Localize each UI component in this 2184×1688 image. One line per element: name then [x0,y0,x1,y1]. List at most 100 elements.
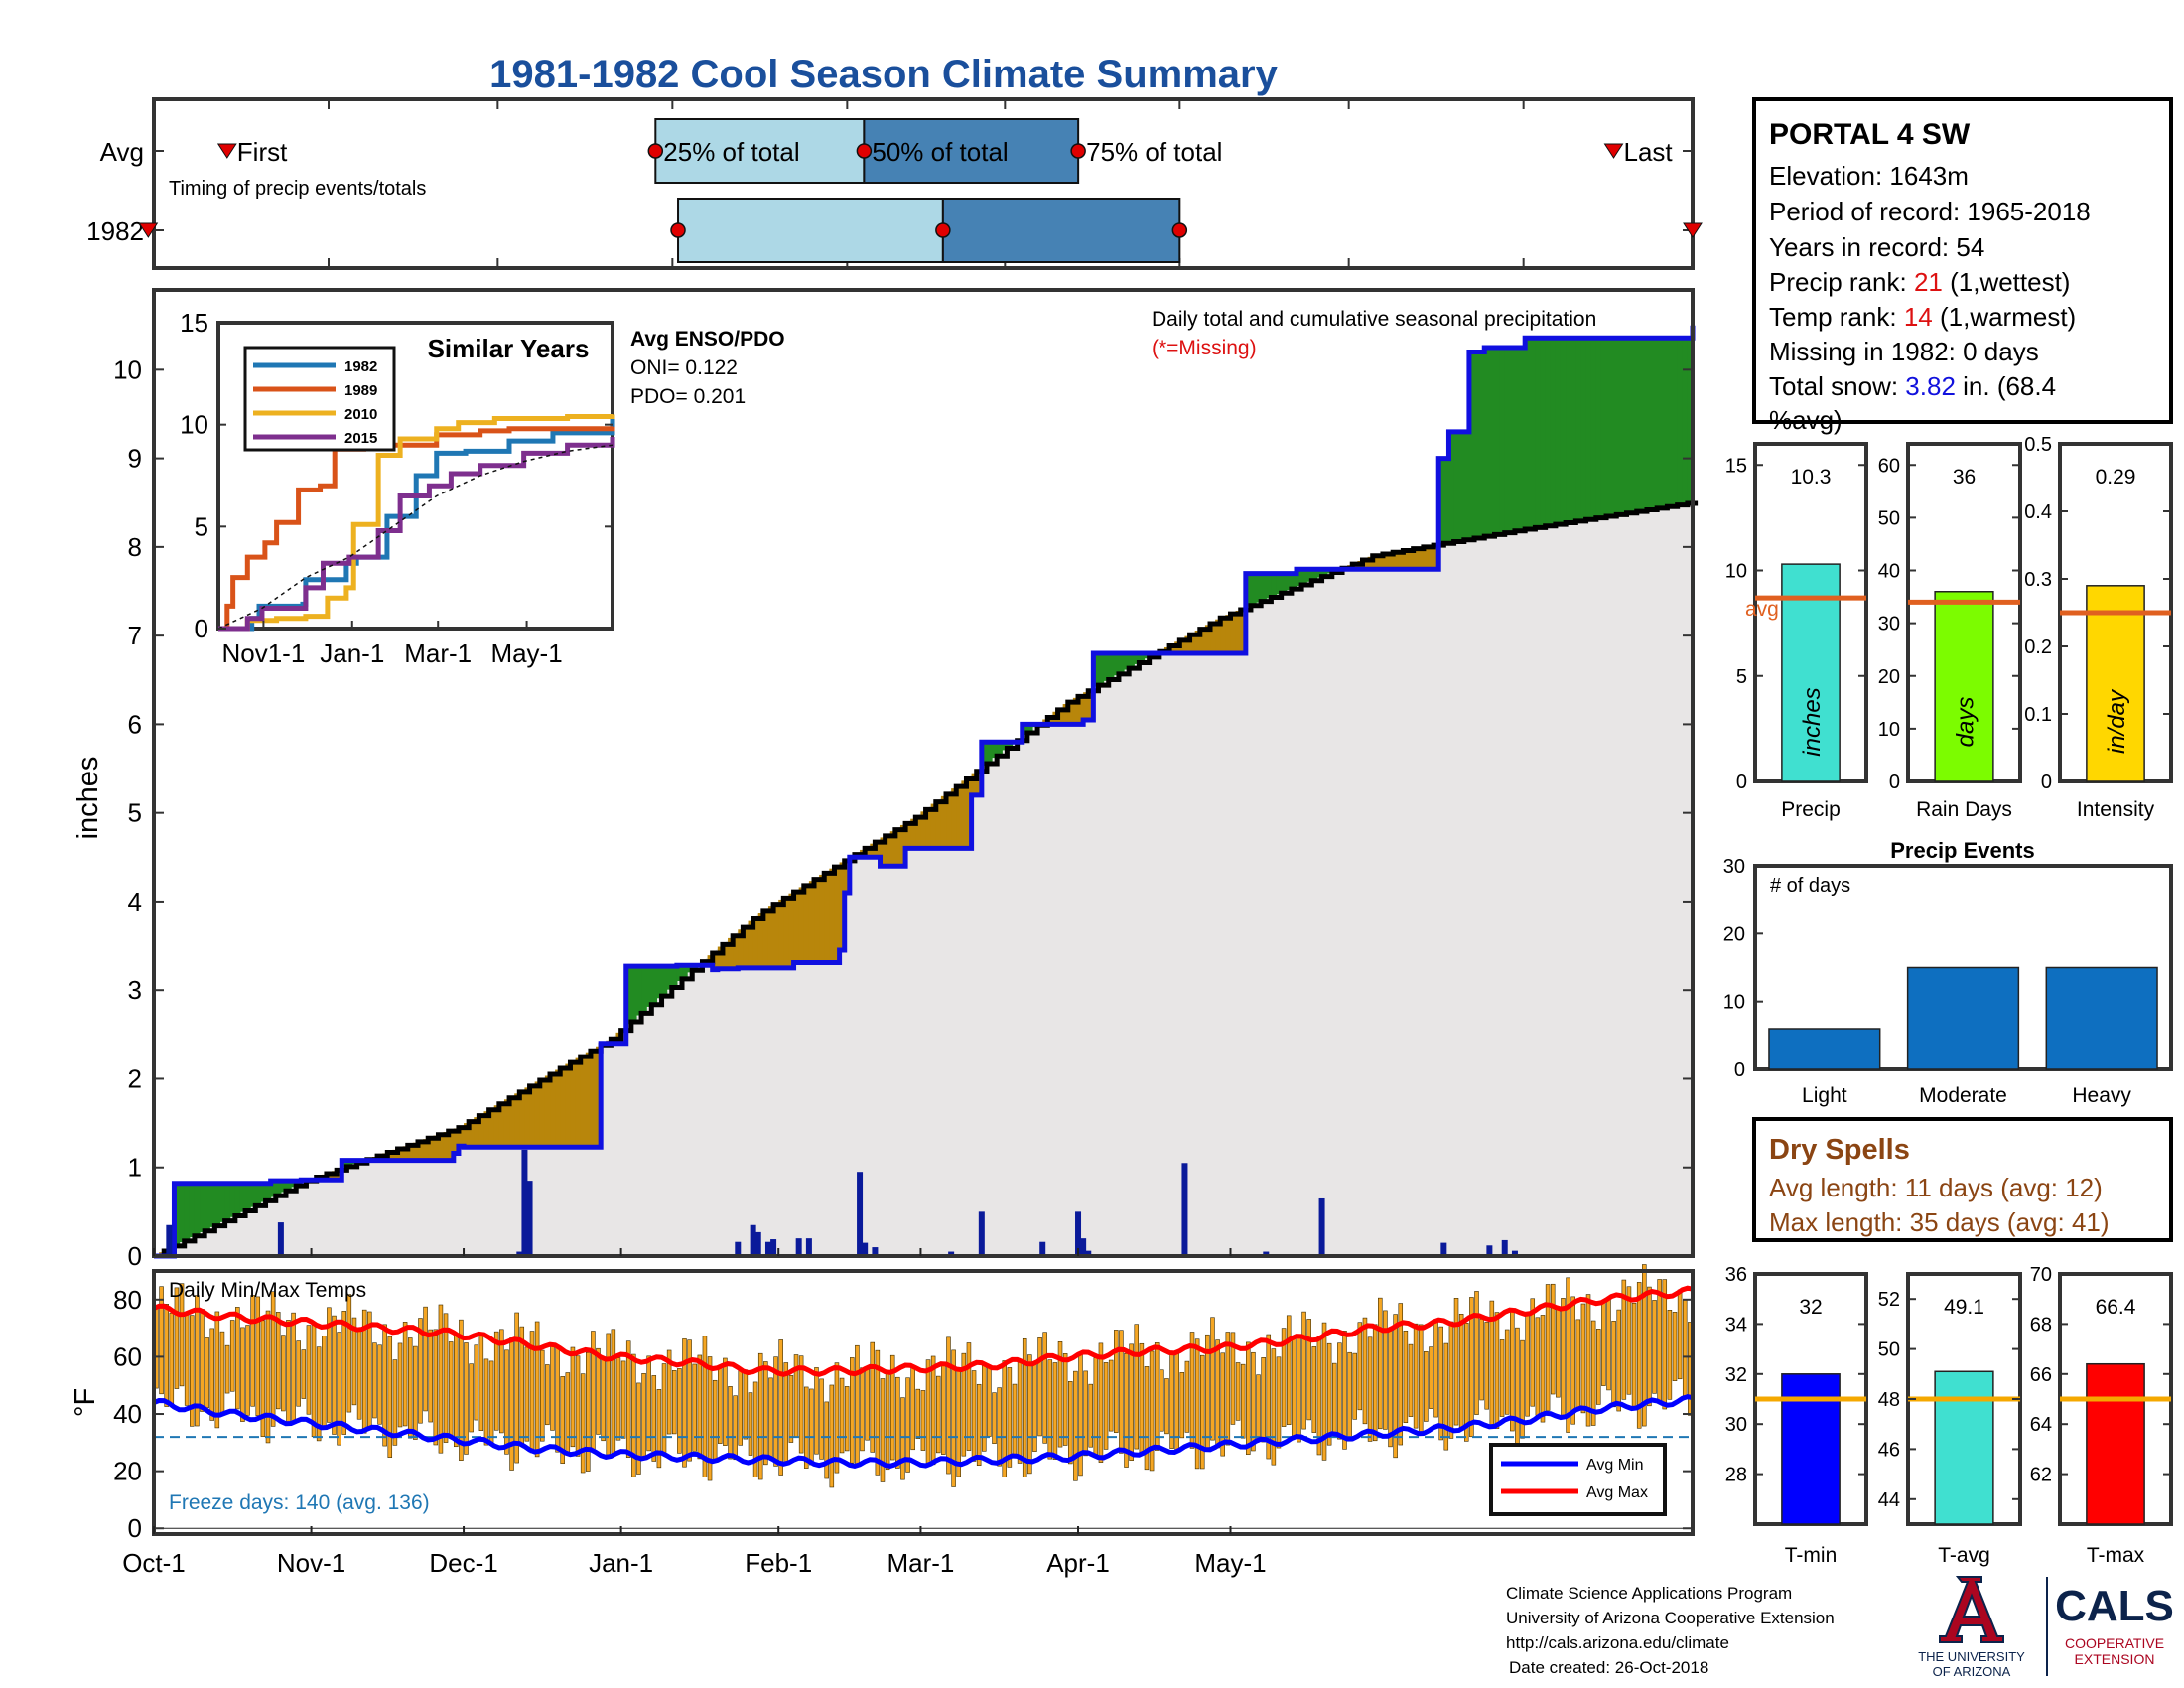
departure-fill [1291,573,1297,589]
daily-temp-bar [615,1357,621,1441]
departure-fill [661,966,668,994]
departure-fill [453,1128,460,1154]
y-tick-label: 0.4 [2024,501,2052,523]
event-category-label: Heavy [2072,1084,2131,1107]
temp-rank: Temp rank: 14 (1,warmest) [1769,302,2076,332]
departure-fill [1525,338,1531,529]
daily-temp-bar [1647,1286,1652,1407]
cals-wordmark: CALS [2055,1582,2174,1630]
daily-temp-bar [880,1378,886,1482]
daily-temp-bar [1418,1324,1424,1435]
daily-temp-bar [885,1371,890,1471]
daily-temp-bar [1119,1330,1124,1454]
footer-line-3: http://cals.arizona.edu/climate [1506,1633,1729,1652]
departure-fill [1509,348,1516,532]
departure-fill [1428,545,1434,570]
station-elevation: Elevation: 1643m [1769,161,1969,191]
percentile-marker [670,222,686,238]
ua-name-line-1: THE UNIVERSITY [1918,1649,2025,1664]
inset-x-tick-label: Nov1-1 [221,638,305,668]
precip-rank: Precip rank: 21 (1,wettest) [1769,267,2070,297]
departure-fill [1225,615,1232,653]
p50-label: 50% of total [872,137,1008,167]
daily-temp-bar [1561,1298,1566,1419]
daily-temp-bar [387,1336,393,1458]
daily-temp-bar [620,1360,626,1439]
first-last-marker [1683,222,1703,238]
daily-temp-bar [1545,1284,1551,1411]
departure-fill [894,828,901,867]
temp-rank-value: 14 [1904,302,1933,332]
departure-fill [1606,338,1612,516]
departure-fill [1403,549,1410,570]
daily-temp-bar [250,1295,255,1407]
daily-temp-bar [200,1309,205,1412]
daily-temp-bar [1448,1321,1454,1439]
daily-temp-bar [651,1375,657,1462]
timing-box-50-75 [863,118,1080,184]
departure-fill [1199,628,1206,653]
daily-temp-bar [1585,1294,1591,1427]
daily-temp-bar [1408,1343,1414,1417]
departure-fill [738,929,744,968]
departure-fill [773,903,779,968]
y-tick-label: 0.5 [2024,434,2052,456]
daily-temp-bar [1453,1298,1459,1426]
departure-fill [245,1183,251,1210]
daily-temp-bar [1662,1279,1668,1410]
x-tick-label: May-1 [1194,1548,1266,1578]
daily-temp-bar [499,1329,504,1434]
departure-fill [625,966,632,1025]
daily-temp-bar [438,1304,444,1454]
daily-temp-bar [322,1336,327,1429]
daily-temp-bar [1393,1314,1398,1459]
y-tick-label: 48 [1878,1389,1900,1411]
inset-x-tick-label: Jan-1 [320,638,384,668]
daily-temp-bar [1225,1332,1231,1446]
daily-temp-bar [1616,1309,1621,1412]
departure-fill [1108,652,1115,679]
inset-y-tick-label: 10 [180,410,208,440]
departure-fill [1296,569,1302,586]
daily-temp-bar [296,1340,301,1407]
summary-category-label: Precip [1781,798,1841,821]
timing-row-label-1982: 1982 [86,216,144,246]
y-tick-label: 44 [1878,1489,1900,1511]
last-label: Last [1624,137,1674,167]
daily-temp-bar [930,1355,936,1466]
cals-logo: CALS COOPERATIVE EXTENSION [2055,1582,2174,1667]
summary-bar [2086,585,2145,782]
departure-fill [514,1093,520,1148]
departure-fill [585,1052,592,1148]
daily-temp-bar [224,1344,230,1394]
departure-fill [915,815,922,849]
daily-temp-bar [1251,1351,1256,1452]
daily-precip-bar [1075,1211,1082,1256]
daily-temp-bar [656,1389,662,1469]
departure-fill [407,1144,414,1161]
station-box-frame [1752,97,2173,424]
departure-fill [1484,348,1490,536]
departure-fill [1514,348,1521,531]
daily-temp-bar [1149,1350,1155,1472]
departure-fill [219,1183,226,1222]
departure-fill [509,1096,515,1148]
departure-fill [458,1126,465,1147]
departure-fill [1535,338,1542,527]
daily-temp-bar [235,1307,240,1410]
daily-temp-bar [1388,1331,1393,1448]
y-tick-label: 0 [1734,1059,1745,1081]
y-tick-label: 7 [128,621,142,650]
y-tick-label: 40 [113,1399,142,1429]
precip-legend-line-1: Daily total and cumulative seasonal prec… [1152,308,1596,331]
daily-temp-bar [1535,1317,1541,1416]
daily-temp-bar [844,1386,850,1452]
daily-temp-bar [905,1377,910,1473]
daily-temp-bar [966,1342,972,1451]
departure-fill [539,1078,546,1148]
departure-fill [1250,573,1257,605]
timing-box-25-50 [677,198,944,263]
daily-temp-bar [1098,1342,1104,1463]
y-tick-label: 0 [1889,772,1900,793]
departure-fill [1245,573,1252,607]
